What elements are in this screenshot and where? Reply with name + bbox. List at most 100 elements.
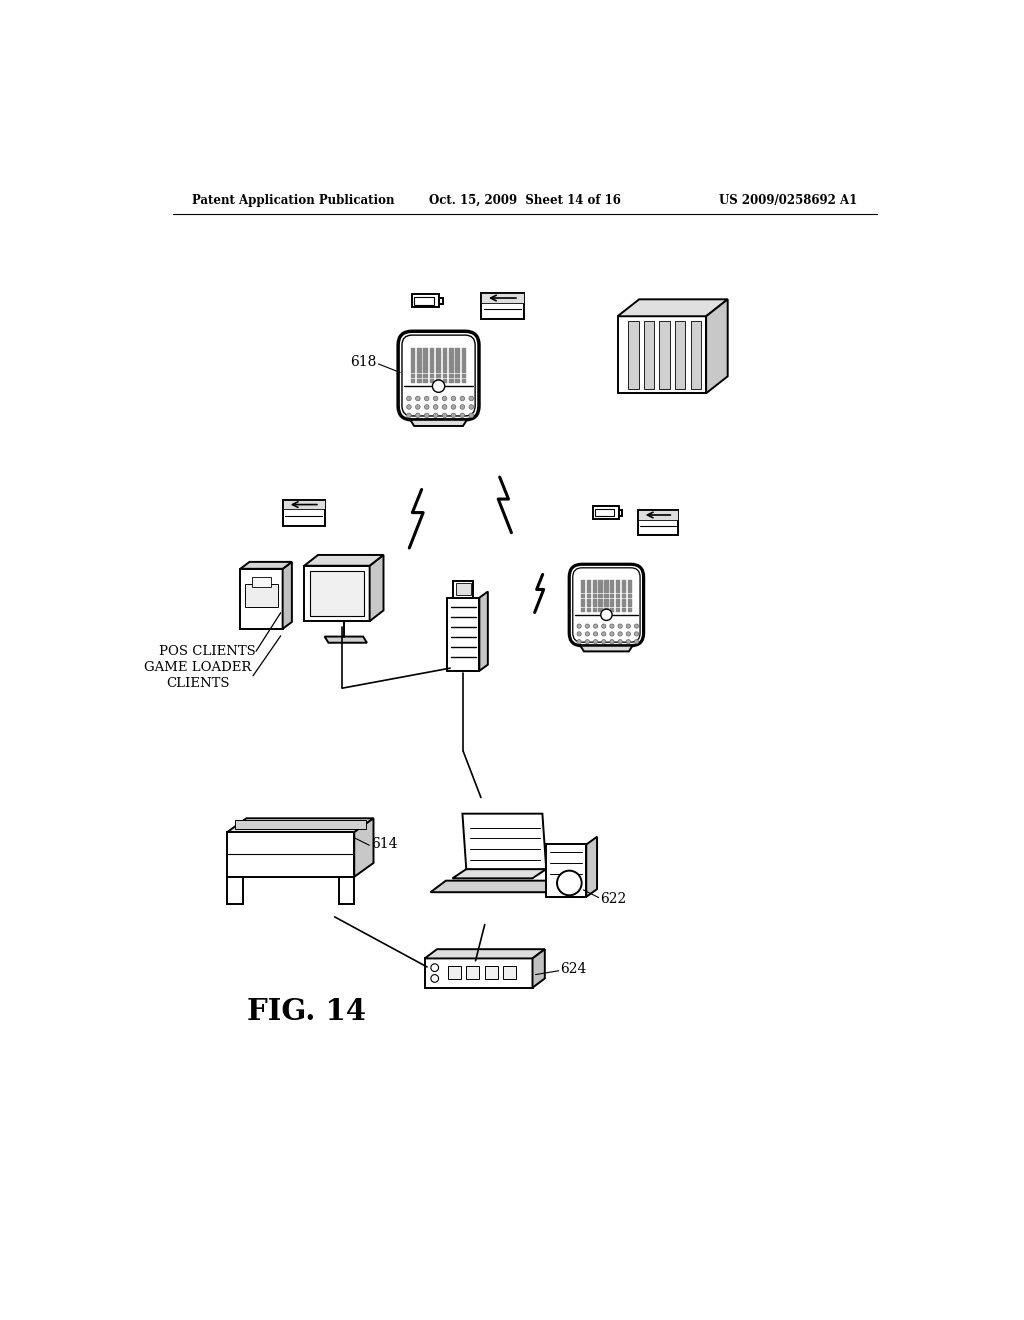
- Bar: [628, 589, 632, 593]
- Bar: [581, 603, 585, 607]
- Bar: [411, 352, 416, 358]
- Circle shape: [610, 632, 614, 636]
- Bar: [447, 966, 461, 979]
- Bar: [581, 598, 585, 603]
- Bar: [610, 594, 614, 598]
- Circle shape: [586, 640, 590, 644]
- Bar: [628, 579, 632, 583]
- Circle shape: [577, 640, 582, 644]
- Bar: [581, 609, 585, 612]
- Bar: [466, 966, 479, 979]
- Bar: [503, 966, 516, 979]
- Bar: [593, 579, 597, 583]
- Bar: [424, 363, 428, 368]
- Bar: [234, 820, 366, 829]
- Bar: [462, 363, 467, 368]
- Bar: [604, 609, 608, 612]
- Bar: [610, 585, 614, 589]
- Bar: [604, 585, 608, 589]
- Circle shape: [433, 405, 438, 409]
- Bar: [593, 594, 597, 598]
- Bar: [622, 585, 627, 589]
- Circle shape: [416, 405, 420, 409]
- FancyBboxPatch shape: [398, 331, 479, 420]
- Bar: [450, 368, 454, 374]
- Bar: [598, 589, 603, 593]
- Bar: [616, 598, 621, 603]
- Bar: [598, 603, 603, 607]
- Bar: [450, 352, 454, 358]
- Bar: [622, 609, 627, 612]
- Polygon shape: [241, 562, 292, 569]
- Bar: [436, 348, 441, 352]
- Circle shape: [416, 396, 420, 401]
- Bar: [610, 598, 614, 603]
- Bar: [424, 368, 428, 374]
- Circle shape: [577, 624, 582, 628]
- Circle shape: [432, 380, 444, 392]
- Bar: [598, 598, 603, 603]
- Bar: [593, 589, 597, 593]
- Bar: [593, 585, 597, 589]
- Bar: [417, 379, 422, 383]
- Bar: [436, 363, 441, 368]
- Text: 624: 624: [560, 962, 587, 977]
- Circle shape: [594, 624, 598, 628]
- Bar: [417, 363, 422, 368]
- Circle shape: [635, 624, 639, 628]
- Bar: [436, 352, 441, 358]
- Circle shape: [627, 632, 631, 636]
- Circle shape: [431, 964, 438, 972]
- Circle shape: [602, 640, 606, 644]
- Bar: [411, 348, 416, 352]
- Bar: [304, 566, 370, 622]
- Circle shape: [452, 405, 456, 409]
- Bar: [442, 352, 447, 358]
- Bar: [411, 363, 416, 368]
- Bar: [628, 609, 632, 612]
- Bar: [424, 379, 428, 383]
- Bar: [456, 358, 460, 363]
- Circle shape: [452, 396, 456, 401]
- Circle shape: [602, 632, 606, 636]
- Bar: [462, 348, 467, 352]
- Bar: [638, 511, 678, 520]
- Circle shape: [469, 413, 473, 417]
- Polygon shape: [617, 300, 728, 317]
- Circle shape: [610, 640, 614, 644]
- Circle shape: [627, 624, 631, 628]
- Bar: [618, 510, 623, 516]
- Bar: [616, 609, 621, 612]
- Bar: [675, 321, 685, 388]
- Circle shape: [416, 413, 420, 417]
- Bar: [593, 598, 597, 603]
- Bar: [593, 609, 597, 612]
- Circle shape: [469, 405, 473, 409]
- Bar: [462, 358, 467, 363]
- Circle shape: [433, 396, 438, 401]
- Bar: [616, 594, 621, 598]
- Bar: [462, 352, 467, 358]
- Text: 622: 622: [600, 892, 627, 906]
- Circle shape: [594, 632, 598, 636]
- Text: 614: 614: [371, 837, 397, 850]
- Circle shape: [407, 405, 412, 409]
- Bar: [690, 321, 700, 388]
- Bar: [610, 589, 614, 593]
- Bar: [417, 368, 422, 374]
- Bar: [424, 358, 428, 363]
- Bar: [436, 379, 441, 383]
- Bar: [456, 583, 471, 595]
- Bar: [430, 368, 434, 374]
- Circle shape: [557, 871, 582, 895]
- Bar: [622, 594, 627, 598]
- Text: US 2009/0258692 A1: US 2009/0258692 A1: [719, 194, 857, 207]
- Polygon shape: [411, 420, 467, 426]
- Circle shape: [424, 405, 429, 409]
- Polygon shape: [587, 837, 597, 896]
- Bar: [587, 585, 591, 589]
- Bar: [581, 594, 585, 598]
- Bar: [436, 358, 441, 363]
- Circle shape: [601, 609, 612, 620]
- Bar: [436, 368, 441, 374]
